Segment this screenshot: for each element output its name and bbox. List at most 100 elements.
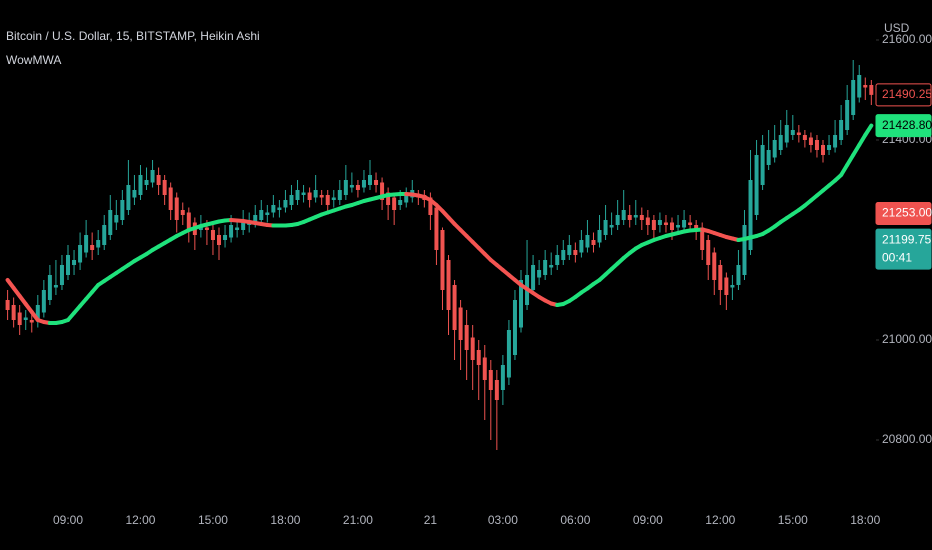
candle-body [446, 260, 451, 310]
candle-body [168, 187, 173, 210]
candle-body [319, 195, 324, 198]
candle-body [579, 240, 584, 253]
candle-body [500, 365, 505, 390]
candle-body [609, 225, 614, 228]
candle-body [337, 190, 342, 200]
candle-body [138, 175, 143, 195]
candle-body [17, 312, 22, 325]
price-tag-box [875, 114, 932, 138]
candle-body [307, 192, 312, 200]
candle-body [615, 215, 620, 225]
candle-body [627, 215, 632, 220]
price-tag-label: 21253.00 [882, 206, 932, 220]
candle-body [114, 215, 119, 223]
candle-body [59, 265, 64, 285]
candle-body [325, 195, 330, 205]
countdown: 00:41 [882, 250, 912, 264]
candle-body [494, 380, 499, 400]
candle-body [331, 197, 336, 200]
candle-body [857, 75, 862, 98]
x-tick-label: 03:00 [488, 513, 518, 527]
x-tick-label: 12:00 [705, 513, 735, 527]
candle-body [682, 220, 687, 228]
x-tick-label: 18:00 [850, 513, 880, 527]
candle-body [476, 350, 481, 365]
price-tag: 21253.00 [875, 202, 932, 225]
candle-body [567, 245, 572, 255]
candle-body [368, 175, 372, 185]
candle-body [174, 197, 179, 220]
candle-body [204, 227, 209, 230]
candle-body [156, 175, 161, 185]
candle-body [295, 190, 300, 200]
candle-body [585, 235, 590, 248]
candle-body [808, 137, 813, 145]
candle-body [90, 245, 95, 250]
candle-body [132, 190, 137, 198]
candle-body [688, 222, 693, 225]
candle-body [53, 285, 58, 288]
price-tag-label: 21199.75 [882, 232, 931, 246]
x-tick-label: 12:00 [125, 513, 155, 527]
candle-body [47, 275, 52, 300]
candle-body [440, 230, 445, 290]
candle-body [108, 210, 113, 235]
candle-body [150, 170, 155, 183]
candle-body [41, 290, 46, 313]
candle-body [162, 180, 167, 195]
candle-body [452, 285, 457, 330]
candle-body [180, 210, 185, 215]
candle-body [821, 145, 825, 155]
candle-body [645, 217, 650, 225]
candle-body [766, 150, 771, 165]
candle-body [730, 285, 735, 288]
candle-body [718, 265, 723, 290]
candle-body [537, 270, 542, 278]
candle-body [772, 140, 777, 158]
x-tick-label: 21:00 [343, 513, 373, 527]
x-tick-label: 21 [424, 513, 438, 527]
candle-body [398, 200, 403, 205]
price-tag-box [875, 228, 932, 270]
candle-body [349, 185, 354, 188]
candle-body [66, 255, 70, 275]
price-tag-box [875, 83, 932, 107]
candle-body [380, 182, 385, 200]
candle-body [458, 307, 463, 340]
candle-body [561, 250, 566, 260]
price-tag-box [875, 202, 932, 225]
x-tick-label: 06:00 [560, 513, 590, 527]
candle-body [724, 277, 729, 295]
candle-body [223, 235, 228, 240]
candle-body [633, 215, 638, 218]
candle-body [506, 330, 511, 378]
candle-body [126, 185, 131, 210]
candle-body [736, 265, 741, 285]
price-tag: 21199.75 00:41 [875, 228, 932, 270]
x-tick-label: 15:00 [198, 513, 228, 527]
candle-body [651, 220, 656, 230]
candle-body [404, 195, 409, 203]
candle-body [796, 132, 801, 135]
candle-body [11, 305, 16, 320]
price-tag: 21428.80 [875, 114, 932, 138]
ma-segment [863, 123, 874, 137]
candle-body [748, 180, 753, 250]
candle-body [694, 225, 699, 230]
candle-body [784, 125, 789, 143]
candle-body [869, 85, 874, 95]
candle-body [470, 337, 475, 360]
candle-body [603, 220, 608, 235]
candle-body [72, 260, 77, 265]
candle-body [102, 225, 107, 245]
candle-body [374, 180, 379, 185]
candle-body [531, 265, 536, 290]
candle-body [488, 370, 493, 390]
candle-body [301, 192, 306, 195]
candle-body [144, 180, 149, 185]
chart-title: Bitcoin / U.S. Dollar, 15, BITSTAMP, Hei… [6, 29, 260, 43]
candle-body [549, 265, 554, 268]
candle-body [657, 220, 662, 225]
candle-body [802, 135, 807, 140]
